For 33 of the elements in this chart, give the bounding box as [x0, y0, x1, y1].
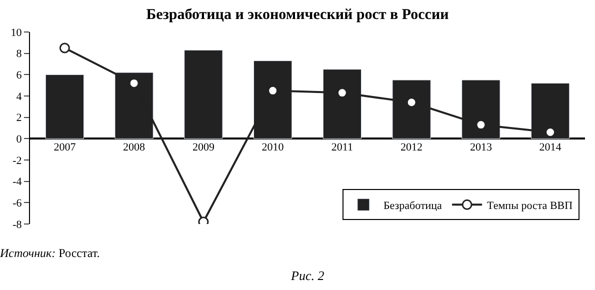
y-tick-label: 0: [16, 134, 22, 146]
y-tick-label: 2: [16, 112, 22, 124]
bar: [392, 80, 431, 139]
x-tick-label: 2012: [400, 142, 423, 154]
bar: [45, 74, 84, 139]
y-tick-label: -2: [12, 154, 22, 167]
y-tick-label: -4: [12, 176, 22, 188]
x-tick-label: 2008: [123, 142, 146, 154]
text: Рис. 2: [290, 268, 325, 283]
y-tick-label: -6: [12, 198, 22, 210]
x-tick-label: 2007: [54, 142, 76, 154]
legend-label: Безработица: [383, 200, 442, 212]
point: [59, 42, 70, 54]
bar: [184, 50, 223, 139]
x-tick-label: 2013: [470, 142, 492, 154]
y-tick-label: 8: [16, 48, 22, 60]
y-tick-label: 4: [16, 90, 22, 103]
x-tick-label: 2014: [539, 142, 562, 154]
text: Источник: Росстат.: [0, 246, 100, 260]
x-tick-label: 2011: [331, 142, 353, 154]
y-tick-label: 6: [16, 70, 22, 82]
x-tick-label: 2010: [262, 142, 284, 154]
y-tick-label: 10: [10, 26, 22, 39]
point: [406, 97, 417, 108]
bar: [462, 80, 500, 139]
bar: [114, 72, 154, 139]
bar: [322, 69, 362, 139]
point: [268, 85, 278, 96]
x-tick-label: 2009: [192, 142, 215, 154]
bar: [253, 60, 292, 139]
chart-title: Безработица и экономический рост в России: [146, 7, 450, 24]
y-tick-label: -8: [12, 218, 22, 231]
legend-label: Темпы роста ВВП: [487, 200, 573, 212]
